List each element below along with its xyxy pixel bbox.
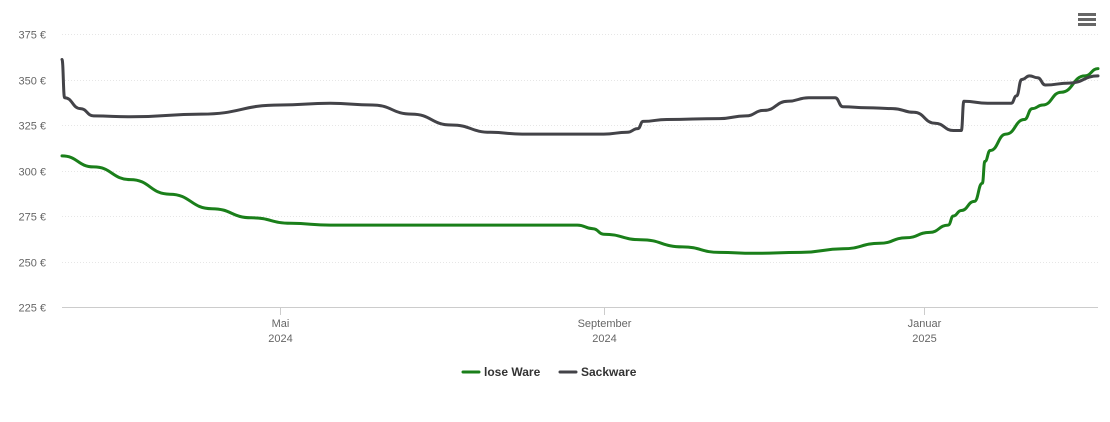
legend[interactable]: lose Ware Sackware (461, 365, 637, 379)
x-tick-label-month: September (578, 318, 632, 330)
y-tick-label: 250 € (18, 258, 46, 270)
x-tick-label-year: 2024 (268, 333, 292, 345)
hamburger-menu-icon[interactable] (1076, 11, 1098, 31)
x-axis-ticks: Mai 2024 September 2024 Januar 2025 (268, 307, 942, 345)
series-line-sackware (60, 58, 1100, 136)
x-tick-label-year: 2024 (592, 333, 616, 345)
y-tick-label: 325 € (18, 121, 46, 133)
y-axis-tick-labels: 225 € 250 € 275 € 300 € 325 € 350 € 375 € (18, 30, 46, 315)
series-lines (60, 58, 1100, 255)
menu-bar (1078, 23, 1096, 26)
menu-bar (1078, 13, 1096, 16)
grid-lines (62, 34, 1098, 263)
legend-item-sackware[interactable]: Sackware (558, 365, 637, 379)
x-tick-label-year: 2025 (912, 333, 936, 345)
legend-item-lose-ware[interactable]: lose Ware (461, 365, 541, 379)
legend-label: Sackware (581, 365, 637, 379)
y-tick-label: 275 € (18, 212, 46, 224)
legend-label: lose Ware (484, 365, 541, 379)
x-tick-label-month: Januar (908, 318, 942, 330)
y-tick-label: 225 € (18, 303, 46, 315)
series-line-lose-ware (60, 67, 1100, 255)
y-tick-label: 350 € (18, 76, 46, 88)
y-tick-label: 300 € (18, 167, 46, 179)
y-tick-label: 375 € (18, 30, 46, 42)
x-tick-label-month: Mai (272, 318, 290, 330)
menu-bar (1078, 18, 1096, 21)
